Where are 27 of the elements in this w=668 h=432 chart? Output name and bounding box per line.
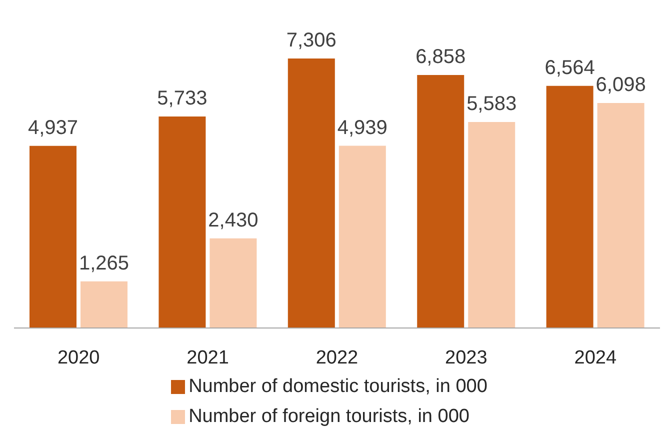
data-label: 7,306 (286, 29, 336, 52)
bar (468, 122, 516, 328)
data-label: 6,858 (416, 46, 466, 68)
bar (338, 146, 386, 328)
x-tick-label: 2023 (445, 347, 488, 368)
data-label: 4,939 (337, 116, 388, 139)
data-label: 6,098 (596, 74, 646, 96)
data-label: 5,583 (466, 93, 517, 116)
data-label: 6,564 (544, 56, 595, 79)
x-tick-label: 2021 (186, 347, 229, 368)
data-label: 1,265 (78, 252, 130, 274)
data-label: 5,733 (157, 88, 208, 110)
bar (80, 281, 128, 328)
bar (158, 116, 206, 328)
bar (417, 75, 464, 328)
data-label: 2,430 (208, 209, 258, 232)
legend-label: Number of domestic tourists, in 000 (188, 376, 488, 397)
bar (30, 146, 77, 328)
bar (597, 103, 644, 328)
legend-label: Number of foreign tourists, in 000 (188, 406, 470, 427)
bar (288, 58, 335, 328)
bar (546, 86, 594, 328)
x-tick-label: 2024 (574, 347, 617, 368)
data-label: 4,937 (28, 116, 78, 139)
x-tick-label: 2022 (316, 347, 358, 368)
x-tick-label: 2020 (57, 347, 100, 368)
bar (210, 238, 257, 328)
